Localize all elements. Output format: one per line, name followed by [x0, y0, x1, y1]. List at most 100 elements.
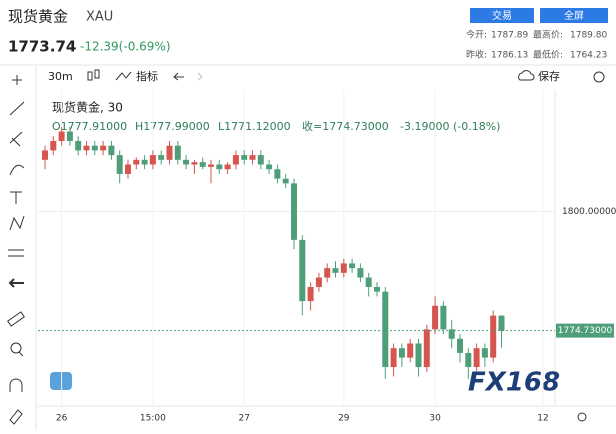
- legend-open: O1777.91000: [52, 120, 127, 133]
- legend-change: -3.19000 (-0.18%): [400, 120, 500, 133]
- candle-body: [191, 162, 198, 165]
- trade-button[interactable]: [470, 8, 534, 23]
- candle-body: [249, 155, 256, 160]
- candle-icon[interactable]: [87, 69, 100, 81]
- x-tick-label: 27: [238, 414, 249, 424]
- candle-body: [407, 343, 414, 358]
- candle-body: [216, 164, 223, 170]
- stat-value: 1789.80: [570, 31, 607, 41]
- instrument-name: 现货黄金: [8, 8, 68, 26]
- x-tick-label: 29: [338, 414, 350, 424]
- candle-body: [382, 291, 389, 368]
- candle-body: [448, 329, 455, 339]
- cloud-icon[interactable]: [518, 70, 535, 81]
- candle-body: [465, 352, 472, 368]
- candle-body: [440, 305, 447, 330]
- candle-body: [66, 131, 73, 141]
- candle-body: [340, 263, 347, 273]
- candle-body: [141, 159, 148, 165]
- candle-body: [481, 348, 488, 358]
- stat-label: 最低价:: [533, 49, 563, 61]
- candle-body: [473, 348, 480, 368]
- stat-value: 1786.13: [491, 51, 528, 61]
- last-price-label: 1774.73000: [558, 326, 613, 336]
- candle-body: [415, 343, 422, 368]
- candle-body: [374, 286, 380, 292]
- candle-body: [116, 155, 123, 174]
- candle-body: [241, 155, 248, 160]
- candle-body: [166, 145, 173, 160]
- candle-body: [274, 169, 281, 179]
- stat-value: 1787.89: [491, 31, 528, 41]
- fullscreen-button[interactable]: [540, 8, 608, 23]
- candle-body: [315, 277, 322, 287]
- stat-label: 昨收:: [466, 49, 487, 61]
- instrument-code: XAU: [86, 10, 113, 25]
- candle-body: [307, 286, 314, 302]
- candle-body: [100, 145, 107, 151]
- candle-body: [232, 155, 239, 165]
- price-change: -12.39(-0.69%): [80, 40, 171, 54]
- x-tick-label: 15:00: [140, 414, 166, 424]
- candle-body: [174, 145, 181, 160]
- candle-body: [75, 140, 82, 151]
- drawing-tools[interactable]: [7, 75, 25, 425]
- candle-body: [398, 348, 405, 358]
- axis-settings-icon[interactable]: [577, 412, 587, 422]
- candle-body: [457, 338, 463, 353]
- candle-body: [423, 329, 430, 368]
- legend-close: 收=1774.73000: [302, 119, 389, 133]
- legend-high: H1777.99000: [135, 120, 210, 133]
- stat-label: 最高价:: [533, 29, 563, 41]
- candle-body: [349, 263, 356, 269]
- trade-button-label[interactable]: 交易: [492, 9, 512, 22]
- x-tick-label: 26: [56, 414, 68, 424]
- candle-body: [390, 348, 397, 368]
- candle-body: [490, 315, 497, 358]
- candle-body: [42, 150, 48, 160]
- legend-title: 现货黄金, 30: [52, 100, 123, 115]
- candle-body: [291, 183, 297, 240]
- candle-body: [133, 159, 140, 165]
- candle-body: [224, 164, 231, 170]
- save-button[interactable]: 保存: [538, 69, 560, 83]
- fullscreen-button-label[interactable]: 全屏: [564, 9, 584, 22]
- candle-body: [208, 164, 214, 167]
- stat-value: 1764.23: [570, 51, 607, 61]
- candle-body: [50, 140, 57, 151]
- price: 1773.74: [8, 38, 76, 56]
- candle-body: [108, 145, 115, 156]
- settings-icon[interactable]: [593, 71, 605, 83]
- indicator-icon[interactable]: [115, 71, 132, 81]
- logo: FX168: [468, 368, 560, 398]
- x-tick-label: 30: [429, 414, 441, 424]
- interval-button[interactable]: 30m: [48, 70, 73, 83]
- candle-body: [266, 164, 273, 170]
- collapse-button[interactable]: [50, 372, 72, 390]
- candle-body: [125, 164, 131, 174]
- candle-body: [158, 155, 165, 160]
- undo-icon[interactable]: [173, 72, 184, 81]
- x-tick-label: 12: [537, 414, 548, 424]
- y-tick-label: 1800.00000: [562, 207, 616, 217]
- candle-body: [332, 268, 339, 273]
- candle-body: [357, 268, 364, 278]
- candle-body: [91, 145, 98, 151]
- candle-body: [282, 178, 289, 184]
- candle-body: [58, 131, 65, 141]
- last-price-tag: [556, 323, 614, 338]
- indicator-button[interactable]: 指标: [136, 69, 158, 83]
- redo-icon[interactable]: [197, 72, 203, 81]
- candle-body: [83, 145, 90, 151]
- candle-body: [432, 305, 439, 330]
- candle-body: [365, 277, 372, 287]
- stat-label: 今开:: [466, 29, 487, 41]
- candle-body: [183, 159, 190, 165]
- candle-body: [257, 155, 264, 165]
- candle-body: [299, 239, 306, 302]
- candle-body: [149, 155, 156, 165]
- candle-body: [199, 162, 206, 167]
- candle-body: [498, 315, 505, 331]
